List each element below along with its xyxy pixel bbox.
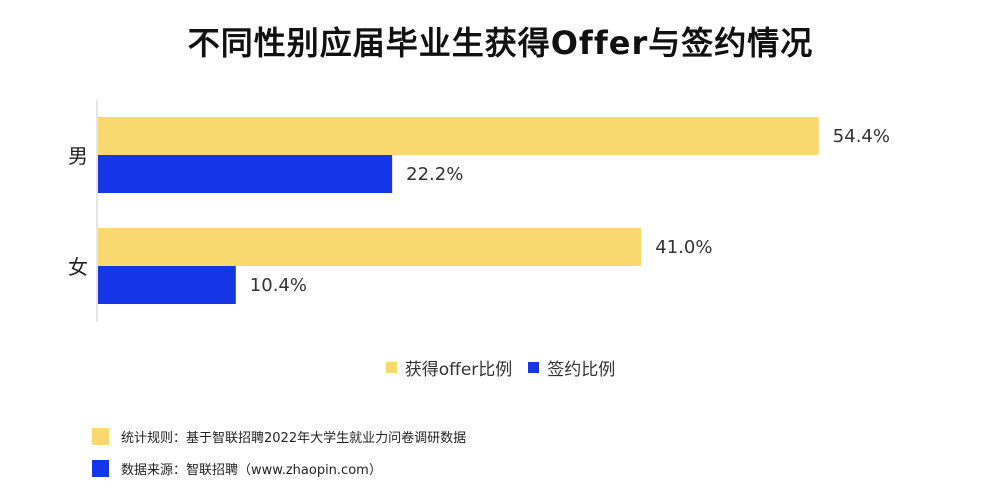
legend-swatch-sign bbox=[528, 362, 540, 373]
bar-sign-male bbox=[98, 155, 393, 193]
footnote-swatch-source bbox=[92, 459, 109, 477]
legend-swatch-offer bbox=[385, 362, 397, 373]
category-label-female: 女 bbox=[68, 255, 88, 279]
legend-label-offer: 获得offer比例 bbox=[404, 360, 513, 380]
footnotes: 统计规则：基于智联招聘2022年大学生就业力问卷调研数据 数据来源：智联招聘（w… bbox=[92, 424, 466, 488]
footnote-swatch-rule bbox=[92, 427, 109, 445]
footnote-rule: 统计规则：基于智联招聘2022年大学生就业力问卷调研数据 bbox=[92, 424, 466, 448]
bar-offer-male bbox=[98, 117, 819, 155]
data-label-sign-female: 10.4% bbox=[250, 275, 307, 296]
legend-item-sign: 签约比例 bbox=[528, 355, 615, 380]
footnote-text-source: 数据来源：智联招聘（www.zhaopin.com） bbox=[121, 462, 382, 478]
chart-title: 不同性别应届毕业生获得Offer与签约情况 bbox=[187, 24, 814, 62]
legend-label-sign: 签约比例 bbox=[547, 360, 616, 380]
data-label-sign-male: 22.2% bbox=[406, 164, 463, 185]
category-label-male: 男 bbox=[68, 144, 88, 168]
chart-legend: 获得offer比例 签约比例 bbox=[0, 355, 1001, 380]
footnote-text-rule: 统计规则：基于智联招聘2022年大学生就业力问卷调研数据 bbox=[121, 430, 467, 446]
legend-item-offer: 获得offer比例 bbox=[385, 355, 513, 380]
data-label-offer-male: 54.4% bbox=[833, 126, 890, 147]
footnote-source: 数据来源：智联招聘（www.zhaopin.com） bbox=[92, 456, 466, 480]
data-label-offer-female: 41.0% bbox=[655, 237, 712, 258]
bar-sign-female bbox=[98, 266, 236, 304]
bar-offer-female bbox=[98, 228, 642, 266]
